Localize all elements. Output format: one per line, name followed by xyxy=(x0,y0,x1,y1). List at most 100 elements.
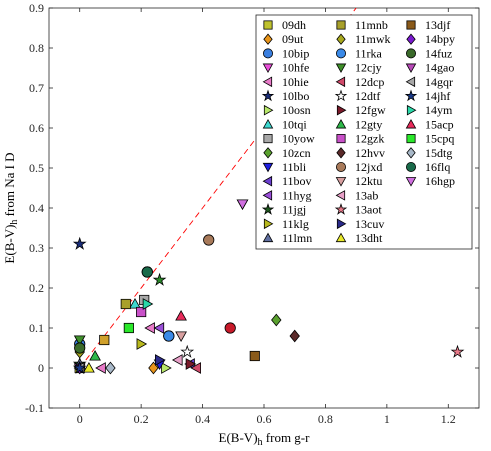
legend-label: 11rka xyxy=(355,46,383,60)
legend-label: 15acp xyxy=(425,117,454,131)
legend-box xyxy=(255,14,473,250)
data-point xyxy=(99,334,110,346)
legend-label: 12dcp xyxy=(355,75,384,89)
data-point xyxy=(73,335,86,347)
legend-label: 10bip xyxy=(282,46,309,60)
legend-label: 13ab xyxy=(355,188,378,202)
data-points xyxy=(72,199,465,375)
legend-marker xyxy=(262,162,274,173)
data-point xyxy=(105,361,116,375)
data-point xyxy=(271,313,282,327)
legend-marker xyxy=(335,63,347,74)
data-point xyxy=(224,322,236,334)
legend-marker xyxy=(335,190,346,201)
legend-marker xyxy=(263,33,273,45)
legend-marker xyxy=(405,118,417,129)
data-point xyxy=(129,297,141,309)
legend-label: 14bpy xyxy=(425,32,455,46)
legend-label: 11jgj xyxy=(282,203,306,217)
legend: 09dh09ut10bip10hfe10hie10lbo10osn10tqi10… xyxy=(255,14,473,250)
data-point xyxy=(120,298,131,310)
legend-marker xyxy=(262,48,273,59)
legend-label: 10yow xyxy=(282,132,315,146)
legend-marker xyxy=(406,20,416,30)
data-point xyxy=(180,344,195,358)
legend-marker xyxy=(406,104,417,116)
legend-label: 15cpq xyxy=(425,132,454,146)
legend-marker xyxy=(263,218,274,230)
legend-marker xyxy=(335,232,347,243)
legend-label: 16flq xyxy=(425,160,450,174)
legend-marker xyxy=(262,76,273,88)
legend-label: 14ym xyxy=(425,103,453,117)
legend-marker xyxy=(336,33,346,45)
x-axis-label: E(B-V)h from g-r xyxy=(219,430,311,448)
x-tick-label: 1.2 xyxy=(441,412,456,426)
data-point xyxy=(161,362,172,374)
data-point xyxy=(249,350,260,362)
legend-marker xyxy=(262,190,273,201)
data-point xyxy=(450,344,465,358)
x-tick-label: 0 xyxy=(77,412,83,426)
data-point xyxy=(175,331,187,343)
data-point xyxy=(175,309,187,321)
legend-marker xyxy=(263,134,273,144)
legend-label: 12dtf xyxy=(355,89,380,103)
legend-marker xyxy=(261,203,275,215)
legend-label: 10osn xyxy=(282,103,311,117)
legend-label: 12gty xyxy=(355,117,382,131)
legend-marker xyxy=(263,147,273,159)
legend-label: 11mwk xyxy=(355,32,391,46)
data-point xyxy=(142,298,154,310)
legend-marker xyxy=(405,48,416,59)
legend-marker xyxy=(261,89,275,102)
data-point xyxy=(152,272,167,286)
legend-marker xyxy=(404,89,418,102)
y-tick-label: 0.1 xyxy=(29,321,44,335)
legend-label: 14jhf xyxy=(425,89,450,103)
data-point xyxy=(153,322,165,334)
legend-label: 11klg xyxy=(282,217,309,231)
legend-label: 12fgw xyxy=(355,103,386,117)
legend-label: 13aot xyxy=(355,203,382,217)
legend-label: 12cjy xyxy=(355,61,382,75)
data-point xyxy=(83,361,95,373)
x-tick-label: 0.4 xyxy=(195,412,210,426)
y-tick-label: 0.8 xyxy=(29,41,44,55)
legend-marker xyxy=(335,76,346,88)
y-axis-label: E(B-V)h from Na I D xyxy=(2,152,20,263)
legend-label: 14gqr xyxy=(425,75,453,89)
legend-label: 10hfe xyxy=(282,61,309,75)
legend-label: 09ut xyxy=(282,32,304,46)
data-point xyxy=(136,306,147,318)
legend-label: 09dh xyxy=(282,18,306,32)
legend-label: 10tqi xyxy=(282,117,307,131)
y-tick-label: 0.2 xyxy=(29,281,44,295)
y-tick-label: 0.6 xyxy=(29,121,44,135)
data-point xyxy=(155,354,166,366)
data-point xyxy=(74,342,86,354)
legend-label: 12ktu xyxy=(355,174,382,188)
legend-marker xyxy=(262,175,273,187)
legend-marker xyxy=(335,48,346,59)
legend-marker xyxy=(263,104,274,116)
data-point xyxy=(185,358,197,370)
legend-marker xyxy=(335,118,347,129)
y-tick-label: 0.5 xyxy=(29,161,44,175)
legend-label: 12jxd xyxy=(355,160,382,174)
legend-marker xyxy=(335,161,346,172)
legend-label: 15dtg xyxy=(425,146,452,160)
legend-marker xyxy=(406,33,416,45)
data-point xyxy=(89,349,101,361)
data-point xyxy=(141,266,153,278)
data-point xyxy=(136,338,148,350)
legend-label: 10hie xyxy=(282,75,309,89)
data-point xyxy=(236,199,249,211)
legend-marker xyxy=(262,232,274,243)
data-point xyxy=(203,234,215,246)
legend-marker xyxy=(336,134,346,144)
legend-marker xyxy=(406,147,416,159)
legend-marker xyxy=(336,218,347,230)
x-tick-label: 0.6 xyxy=(257,412,272,426)
